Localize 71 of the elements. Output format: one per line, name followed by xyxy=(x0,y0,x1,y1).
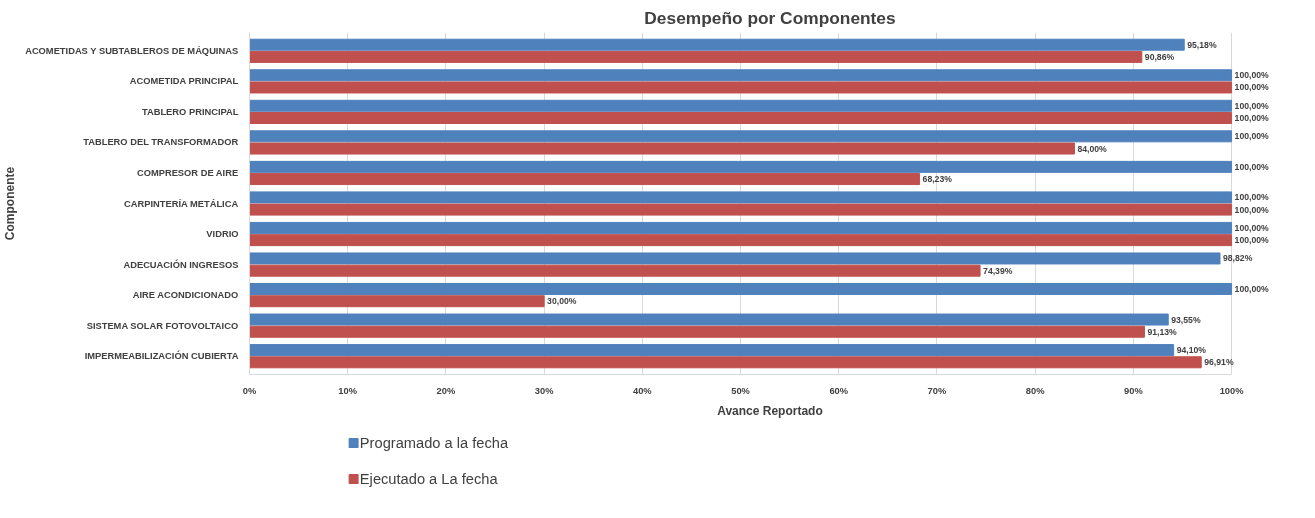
y-tick-label: IMPERMEABILIZACIÓN CUBIERTA xyxy=(84,350,239,362)
bar xyxy=(249,191,1233,204)
x-tick-label: 20% xyxy=(436,385,456,396)
data-label: 84,00% xyxy=(1077,143,1108,154)
bar xyxy=(249,38,1185,51)
legend-label: Programado a la fecha xyxy=(359,435,509,451)
data-label: 96,91% xyxy=(1204,357,1234,368)
y-tick-label: VIDRIO xyxy=(206,229,239,240)
chart-title: Desempeño por Componentes xyxy=(644,7,896,28)
y-axis-title: Componente xyxy=(3,166,18,241)
data-label: 74,39% xyxy=(983,265,1013,276)
x-tick-label: 100% xyxy=(1219,385,1245,396)
bar xyxy=(249,221,1233,234)
data-label: 100,00% xyxy=(1234,284,1270,294)
bar xyxy=(249,234,1233,247)
bar xyxy=(249,283,1233,295)
data-label: 100,00% xyxy=(1234,100,1270,111)
bar xyxy=(249,344,1175,357)
bar xyxy=(249,160,1233,173)
data-label: 94,10% xyxy=(1176,345,1207,356)
x-tick-label: 40% xyxy=(633,385,653,396)
legend-label: Ejecutado a La fecha xyxy=(359,471,499,487)
x-tick-label: 0% xyxy=(242,385,257,396)
data-label: 100,00% xyxy=(1234,204,1270,215)
data-label: 100,00% xyxy=(1234,235,1270,246)
y-tick-label: ADECUACIÓN INGRESOS xyxy=(123,258,239,270)
y-tick-label: ACOMETIDA PRINCIPAL xyxy=(129,76,239,87)
x-tick-label: 70% xyxy=(927,385,947,396)
y-tick-label: ACOMETIDAS Y SUBTABLEROS DE MÁQUINAS xyxy=(25,45,239,56)
x-tick-label: 10% xyxy=(338,385,358,396)
bar xyxy=(249,50,1143,63)
data-label: 95,18% xyxy=(1187,39,1217,50)
bar xyxy=(249,313,1169,326)
data-label: 68,23% xyxy=(922,174,953,185)
data-label: 100,00% xyxy=(1234,161,1270,172)
data-label: 93,55% xyxy=(1171,314,1201,325)
data-label: 100,00% xyxy=(1234,222,1270,233)
data-label: 90,86% xyxy=(1144,51,1175,62)
bar xyxy=(249,295,545,308)
data-label: 30,00% xyxy=(547,296,577,307)
bar xyxy=(249,173,921,186)
x-tick-label: 30% xyxy=(534,385,555,396)
bar xyxy=(249,252,1221,265)
data-label: 91,13% xyxy=(1147,326,1178,337)
data-label: 100,00% xyxy=(1234,70,1270,81)
bar xyxy=(249,325,1145,338)
bar xyxy=(249,142,1075,155)
bar xyxy=(249,356,1202,369)
data-label: 100,00% xyxy=(1234,131,1270,142)
y-tick-label: SISTEMA SOLAR FOTOVOLTAICO xyxy=(86,320,239,331)
data-label: 100,00% xyxy=(1234,192,1270,203)
y-tick-label: CARPINTERÍA METÁLICA xyxy=(123,198,239,209)
bar xyxy=(249,130,1233,143)
y-tick-label: AIRE ACONDICIONADO xyxy=(132,290,239,301)
data-label: 100,00% xyxy=(1234,82,1270,93)
bar xyxy=(249,99,1233,112)
bar xyxy=(249,264,981,277)
bar xyxy=(249,112,1233,124)
y-tick-label: TABLERO PRINCIPAL xyxy=(141,106,239,117)
data-label: 100,00% xyxy=(1234,113,1270,123)
data-label: 98,82% xyxy=(1222,253,1253,264)
x-axis-title: Avance Reportado xyxy=(717,403,823,418)
bar xyxy=(249,203,1233,216)
x-tick-label: 90% xyxy=(1124,385,1144,396)
y-tick-label: TABLERO DEL TRANSFORMADOR xyxy=(83,137,239,148)
bar xyxy=(249,69,1233,82)
y-tick-label: COMPRESOR DE AIRE xyxy=(136,167,239,178)
x-tick-label: 50% xyxy=(731,385,751,396)
x-tick-label: 60% xyxy=(829,385,849,396)
bar xyxy=(249,81,1233,94)
x-tick-label: 80% xyxy=(1025,385,1046,396)
